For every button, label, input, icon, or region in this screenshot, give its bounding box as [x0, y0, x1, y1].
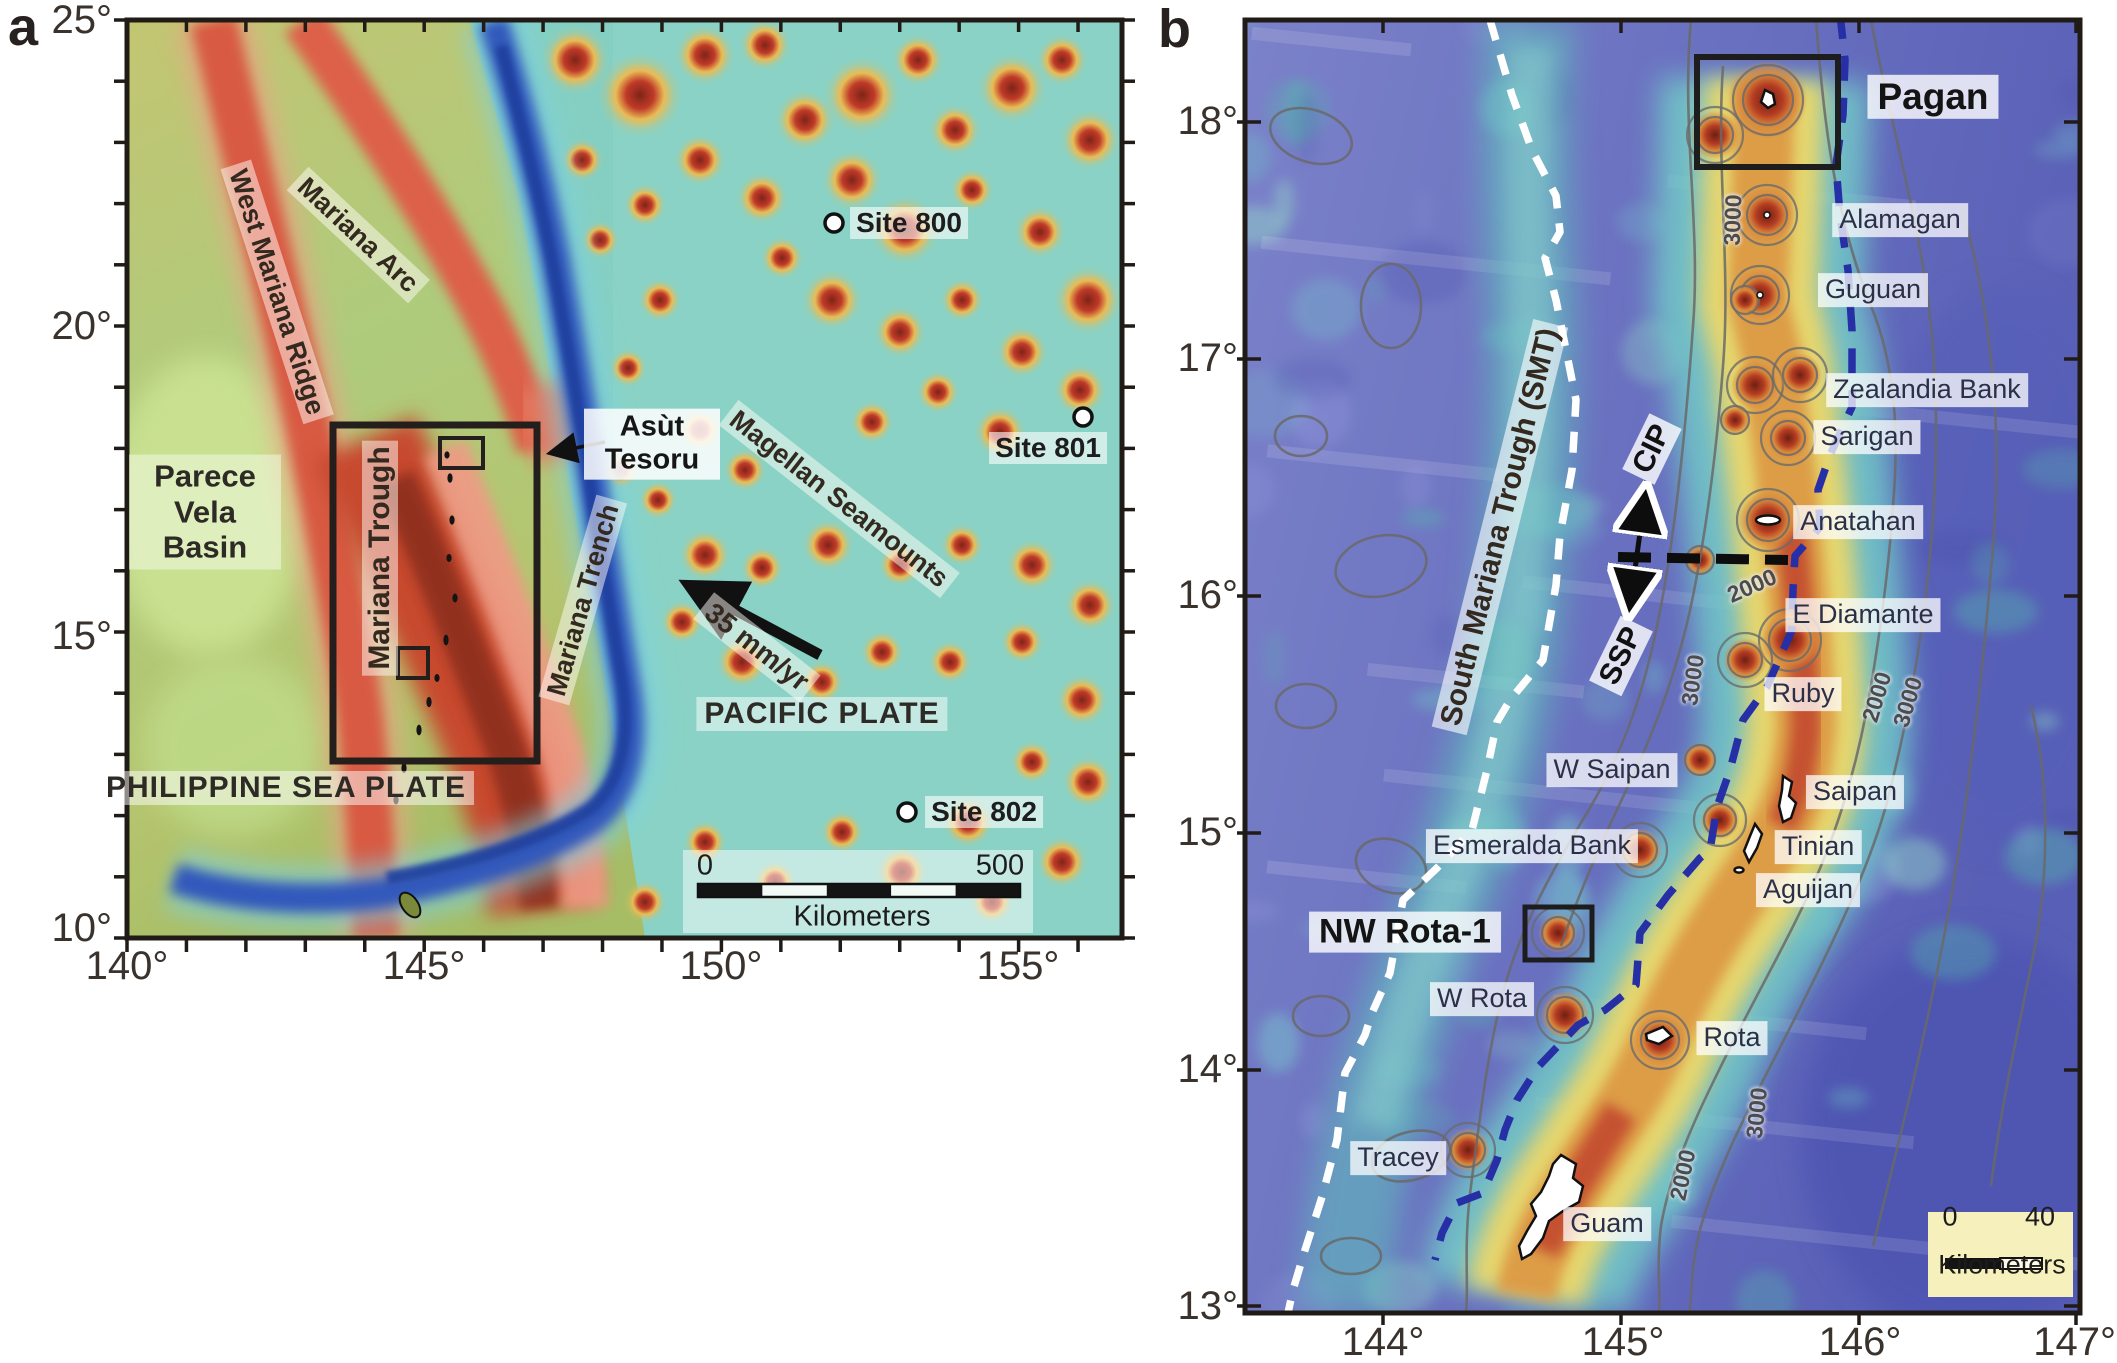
scalebar-a-max: 500: [975, 849, 1025, 882]
contour-label-3000: 3000: [1718, 193, 1747, 247]
tinian-island: [1742, 821, 1764, 865]
x-axis-label: 145°: [1581, 1320, 1665, 1363]
contour-label-3000: 3000: [1740, 1086, 1773, 1140]
label-tracey: Tracey: [1350, 1141, 1446, 1175]
scalebar-a-zero: 0: [696, 849, 714, 882]
nw-rota-inset-box: [396, 646, 430, 680]
x-axis-label: 144°: [1341, 1320, 1425, 1363]
pagan-island: [1759, 88, 1777, 110]
label-mariana-trough: Mariana Trough: [362, 440, 398, 676]
study-area-box: [329, 421, 541, 765]
label-saipan: Saipan: [1805, 775, 1905, 809]
label-parece-vela-basin: Parece Vela Basin: [129, 454, 281, 570]
aguijan-island: [1733, 866, 1745, 874]
y-axis-label: 16°: [1177, 573, 1239, 617]
label-tinian: Tinian: [1774, 830, 1862, 864]
label-guguan: Guguan: [1817, 273, 1929, 307]
guam-island: [1517, 1153, 1585, 1261]
label-e-diamante: E Diamante: [1785, 598, 1941, 632]
cip-ssp-arrow: [1630, 496, 1645, 606]
scalebar-b: [1928, 1212, 2073, 1297]
label-anatahan: Anatahan: [1793, 505, 1923, 539]
scalebar-b-unit: Kilometers: [1938, 1249, 2066, 1280]
y-axis-label: 14°: [1177, 1047, 1239, 1091]
panel-a-border: [124, 17, 1125, 941]
label-w-rota: W Rota: [1429, 982, 1535, 1016]
site-800-marker: [823, 212, 845, 234]
scalebar-b-max: 40: [2024, 1201, 2056, 1232]
site-markers: [823, 212, 1094, 823]
site-801-marker: [1072, 406, 1094, 428]
scalebar-b-zero: 0: [1942, 1201, 1958, 1232]
label-philippine-sea-plate: PHILIPPINE SEA PLATE: [97, 771, 475, 805]
panel-a-map: West Mariana Ridge Mariana Arc Parece Ve…: [97, 17, 1135, 952]
label-rota: Rota: [1696, 1021, 1768, 1055]
mariana-arc-ridge: [1422, 77, 1912, 1313]
y-axis-label: 15°: [51, 614, 113, 658]
guam-island-small: [398, 891, 422, 919]
pagan-box: [1694, 54, 1841, 170]
label-w-saipan: W Saipan: [1546, 753, 1678, 787]
scalebar-a-unit: Kilometers: [793, 900, 931, 933]
y-axis-label: 25°: [51, 0, 113, 42]
panel-a-ticks: [114, 18, 1135, 952]
label-pagan: Pagan: [1867, 74, 1999, 120]
label-esmeralda-bank: Esmeralda Bank: [1425, 829, 1639, 863]
label-aguijan: Aguijan: [1755, 873, 1861, 907]
label-ruby: Ruby: [1764, 677, 1842, 711]
panel-b-letter: b: [1158, 0, 1191, 59]
label-pacific-plate: PACIFIC PLATE: [696, 697, 948, 731]
nw-rota-1-box: [1522, 904, 1595, 963]
islands: [1517, 88, 1798, 1261]
anatahan-island: [1754, 514, 1782, 526]
label-zealandia-bank: Zealandia Bank: [1826, 373, 2028, 407]
y-axis-label: 20°: [51, 304, 113, 348]
label-site-801: Site 801: [989, 432, 1107, 464]
label-site-800: Site 800: [850, 207, 968, 239]
y-axis-label: 18°: [1177, 99, 1239, 143]
label-guam: Guam: [1563, 1207, 1651, 1241]
y-axis-label: 10°: [51, 906, 113, 950]
panel-b-map: Pagan Alamagan Guguan Zealandia Bank Sar…: [1237, 17, 2083, 1325]
rota-island: [1644, 1025, 1675, 1046]
site-802-marker: [896, 801, 918, 823]
x-axis-label: 146°: [1818, 1320, 1902, 1363]
y-axis-label: 17°: [1177, 336, 1239, 380]
pagan-inset-box: [438, 436, 485, 470]
label-nw-rota-1: NW Rota-1: [1309, 911, 1501, 953]
scalebar-a: [683, 850, 1033, 933]
label-sarigan: Sarigan: [1813, 420, 1921, 454]
x-axis-label: 147°: [2033, 1320, 2116, 1363]
label-alamagan: Alamagan: [1832, 203, 1968, 237]
panel-b-border: [1242, 17, 2083, 1316]
y-axis-label: 15°: [1177, 810, 1239, 854]
smt-spreading-axis-dashed-line: [1284, 20, 1580, 1313]
label-site-802: Site 802: [925, 796, 1043, 828]
y-axis-label: 13°: [1177, 1284, 1239, 1328]
volcanic-front-dashed-line: [1431, 20, 1856, 1261]
saipan-island: [1777, 773, 1798, 824]
label-asut-tesoru: Asùt Tesoru: [584, 408, 720, 480]
panel-a-letter: a: [8, 0, 39, 57]
panel-b-ticks: [1237, 20, 2082, 1325]
